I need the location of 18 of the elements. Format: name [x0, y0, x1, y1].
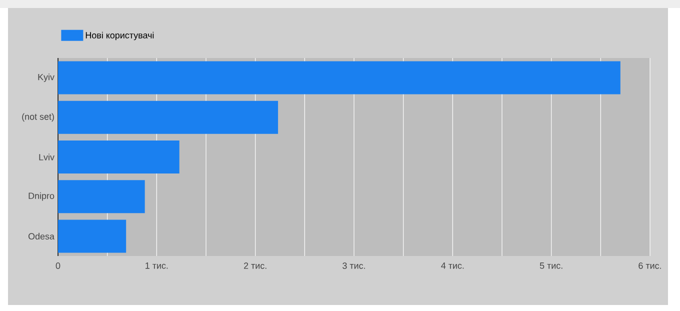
bar: [58, 100, 278, 134]
x-tick-label: 3 тис.: [342, 262, 365, 269]
x-tick-label: 0: [56, 262, 60, 269]
bar: [58, 140, 180, 174]
bar: [58, 61, 620, 94]
x-tick-label: 6 тис.: [638, 262, 661, 269]
bar: [58, 220, 126, 253]
y-tick-label: Kyiv: [38, 74, 54, 82]
y-tick-label: Dnipro: [28, 192, 54, 201]
bar: [58, 180, 145, 214]
legend-label: Нові користувачі: [86, 32, 154, 40]
x-tick-label: 2 тис.: [244, 262, 266, 269]
y-tick-label: Odesa: [28, 232, 54, 240]
x-tick-label: 4 тис.: [441, 262, 464, 269]
x-tick-label: 1 тис.: [146, 262, 168, 269]
x-tick-label: 5 тис.: [540, 262, 562, 269]
y-tick-label: Lviv: [39, 154, 54, 160]
y-tick-label: (not set): [22, 113, 54, 122]
